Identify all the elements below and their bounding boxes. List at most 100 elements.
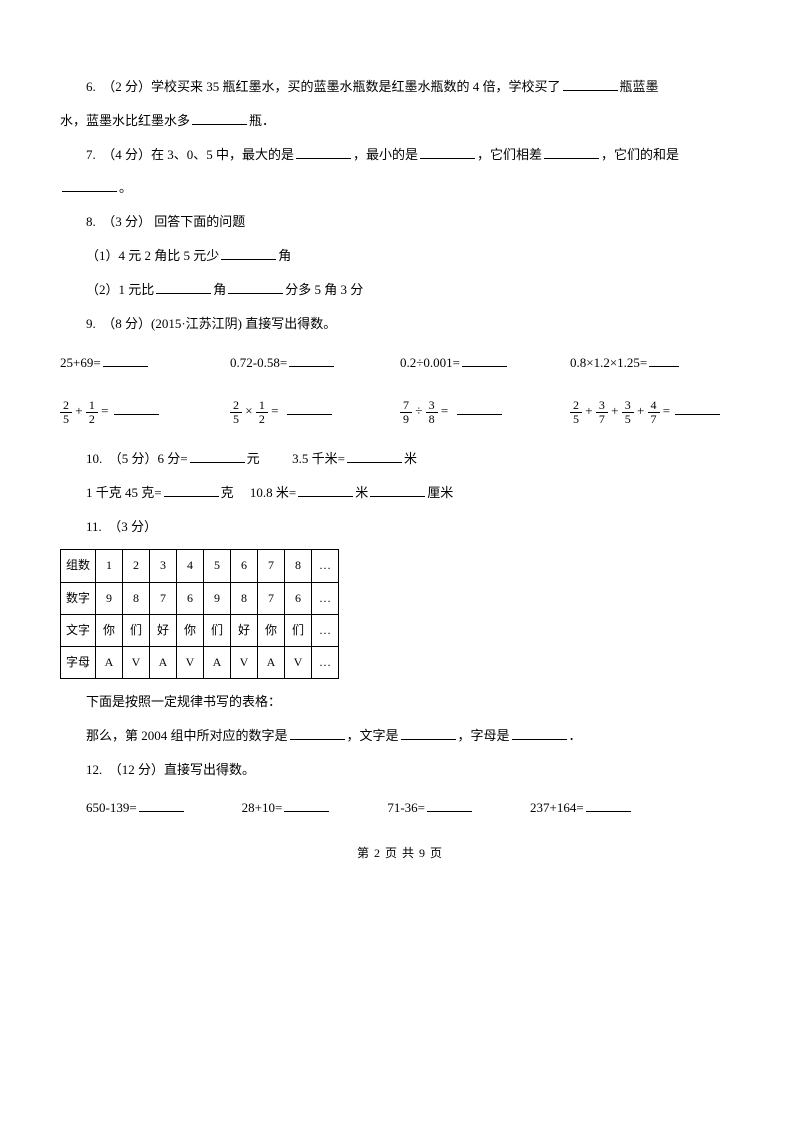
table-cell: 7 <box>258 582 285 614</box>
q9-r1c2: 0.72-0.58= <box>230 355 287 370</box>
question-7-line2: 。 <box>60 171 740 205</box>
q9-r1c4: 0.8×1.2×1.25= <box>570 355 647 370</box>
blank <box>290 726 345 740</box>
q9-frac-eq4: 25 + 37 + 35 + 47 = <box>570 394 740 428</box>
q7-text-b: ，最小的是 <box>353 147 418 162</box>
blank <box>164 483 219 497</box>
table-cell: 你 <box>96 614 123 646</box>
q6-text-b: 瓶蓝墨 <box>620 79 659 94</box>
q11-b2a: 那么，第 2004 组中所对应的数字是 <box>86 728 288 743</box>
blank <box>462 353 507 367</box>
table-cell: 9 <box>96 582 123 614</box>
q10-l1c: 3.5 千米= <box>292 451 345 466</box>
blank <box>544 145 599 159</box>
question-7: 7. （4 分）在 3、0、5 中，最大的是 ，最小的是 ，它们相差 ，它们的和是 <box>60 138 740 172</box>
blank <box>420 145 475 159</box>
blank <box>370 483 425 497</box>
question-8-p2: （2）1 元比角分多 5 角 3 分 <box>60 273 740 307</box>
q7-text-c: ，它们相差 <box>477 147 542 162</box>
question-12-title: 12. （12 分）直接写出得数。 <box>60 753 740 787</box>
question-9-row2: 25 + 12 = 25 × 12 = 79 ÷ 38 = 25 + 37 + … <box>60 394 740 428</box>
table-cell: A <box>258 646 285 678</box>
table-cell: V <box>177 646 204 678</box>
q7-text-e: 。 <box>119 180 132 195</box>
question-9-title: 9. （8 分）(2015·江苏江阴) 直接写出得数。 <box>60 307 740 341</box>
table-cell: 6 <box>231 550 258 582</box>
question-6-line2: 水，蓝墨水比红墨水多瓶． <box>60 104 740 138</box>
q10-l2e: 厘米 <box>427 485 453 500</box>
blank <box>221 246 276 260</box>
table-cell: 7 <box>150 582 177 614</box>
table-cell: 3 <box>150 550 177 582</box>
table-cell: 你 <box>177 614 204 646</box>
blank <box>298 483 353 497</box>
question-11-title: 11. （3 分） <box>60 510 740 544</box>
q10-l1a: 10. （5 分）6 分= <box>86 451 188 466</box>
blank <box>192 111 247 125</box>
question-10-line1: 10. （5 分）6 分=元 3.5 千米=米 <box>60 442 740 476</box>
table-cell: 好 <box>150 614 177 646</box>
q11-b2d: ． <box>569 728 582 743</box>
question-12-row: 650-139= 28+10= 71-36= 237+164= <box>60 791 740 825</box>
table-cell: A <box>96 646 123 678</box>
q8-p2-b: 角 <box>213 282 226 297</box>
blank <box>62 178 117 192</box>
table-cell: 数字 <box>61 582 96 614</box>
page-footer: 第 2 页 共 9 页 <box>60 838 740 869</box>
blank <box>649 353 679 367</box>
q7-text-d: ，它们的和是 <box>601 147 679 162</box>
q6-text-c: 水，蓝墨水比红墨水多 <box>60 113 190 128</box>
table-cell: 2 <box>123 550 150 582</box>
q9-frac-eq3: 79 ÷ 38 = <box>400 394 570 428</box>
q8-p2-c: 分多 5 角 3 分 <box>285 282 363 297</box>
blank <box>228 280 283 294</box>
q10-l1d: 米 <box>404 451 417 466</box>
table-cell: 字母 <box>61 646 96 678</box>
table-cell: 6 <box>285 582 312 614</box>
q9-r1c3: 0.2÷0.001= <box>400 355 460 370</box>
blank <box>347 449 402 463</box>
table-cell: 8 <box>285 550 312 582</box>
table-cell: 文字 <box>61 614 96 646</box>
q8-p1-b: 角 <box>278 248 291 263</box>
blank <box>457 401 502 415</box>
table-cell: 好 <box>231 614 258 646</box>
table-cell: 们 <box>123 614 150 646</box>
q9-frac-eq2: 25 × 12 = <box>230 394 400 428</box>
q10-l2d: 米 <box>355 485 368 500</box>
question-10-line2: 1 千克 45 克=克 10.8 米=米厘米 <box>60 476 740 510</box>
question-9-row1: 25+69= 0.72-0.58= 0.2÷0.001= 0.8×1.2×1.2… <box>60 346 740 380</box>
table-cell: 8 <box>123 582 150 614</box>
q9-frac-eq1: 25 + 12 = <box>60 394 230 428</box>
blank <box>287 401 332 415</box>
q6-text-a: 6. （2 分）学校买来 35 瓶红墨水，买的蓝墨水瓶数是红墨水瓶数的 4 倍，… <box>86 79 561 94</box>
table-cell: 们 <box>285 614 312 646</box>
blank <box>284 798 329 812</box>
question-6: 6. （2 分）学校买来 35 瓶红墨水，买的蓝墨水瓶数是红墨水瓶数的 4 倍，… <box>60 70 740 104</box>
q11-below2: 那么，第 2004 组中所对应的数字是，文字是，字母是． <box>60 719 740 753</box>
table-cell: V <box>123 646 150 678</box>
blank <box>114 401 159 415</box>
q12-c4: 237+164= <box>530 800 584 815</box>
table-cell: 1 <box>96 550 123 582</box>
blank <box>296 145 351 159</box>
q11-b2b: ，文字是 <box>347 728 399 743</box>
table-cell: 你 <box>258 614 285 646</box>
q11-below1: 下面是按照一定规律书写的表格： <box>60 685 740 719</box>
table-cell: 6 <box>177 582 204 614</box>
q12-c1: 650-139= <box>86 800 137 815</box>
q7-text-a: 7. （4 分）在 3、0、5 中，最大的是 <box>86 147 294 162</box>
blank <box>139 798 184 812</box>
blank <box>427 798 472 812</box>
blank <box>156 280 211 294</box>
table-cell: 4 <box>177 550 204 582</box>
blank <box>103 353 148 367</box>
q8-p1-a: （1）4 元 2 角比 5 元少 <box>86 248 219 263</box>
question-11-table: 组数12345678…数字98769876…文字你们好你们好你们…字母AVAVA… <box>60 549 339 679</box>
table-cell: … <box>312 582 339 614</box>
table-cell: 8 <box>231 582 258 614</box>
table-cell: 组数 <box>61 550 96 582</box>
table-cell: V <box>231 646 258 678</box>
table-cell: … <box>312 614 339 646</box>
q9-r1c1: 25+69= <box>60 355 101 370</box>
